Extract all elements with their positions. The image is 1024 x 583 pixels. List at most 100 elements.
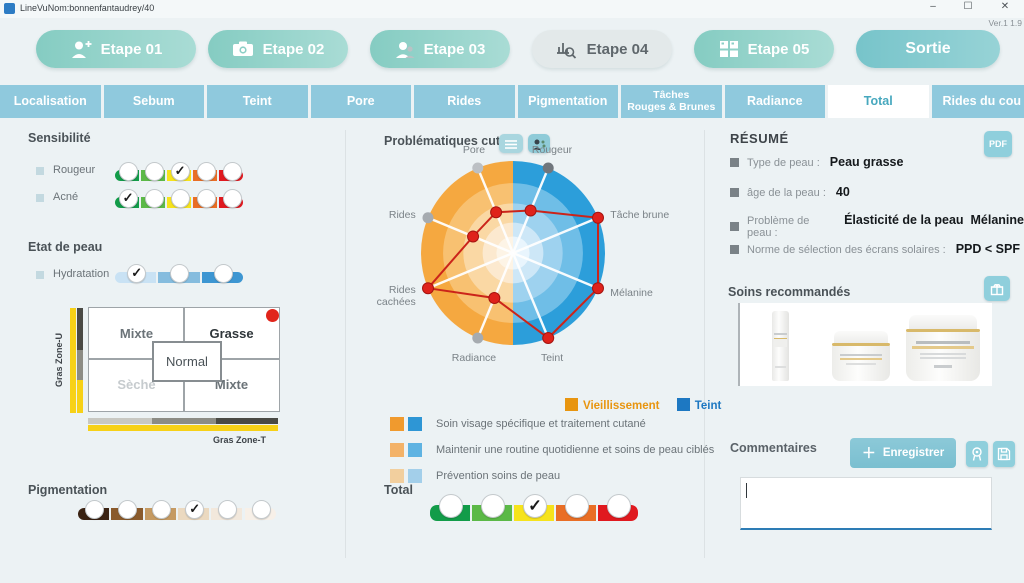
scale-knob[interactable] (118, 161, 138, 181)
resume-item-bullet (730, 221, 739, 231)
step-button-etape-04[interactable]: Etape 04 (532, 30, 672, 68)
scale-knob[interactable] (565, 494, 589, 518)
products-button[interactable] (984, 276, 1010, 301)
scale-knob-selected[interactable]: ✓ (170, 161, 190, 181)
step-label: Etape 04 (586, 40, 649, 58)
scale-knob[interactable] (151, 499, 171, 519)
radar-title: Problématiques cutan (384, 134, 515, 148)
acne-label: Acné (53, 191, 79, 203)
pigmentation-title: Pigmentation (28, 483, 108, 497)
radar-axis-end-dot (542, 162, 554, 174)
app-icon (4, 3, 15, 14)
scale-knob[interactable] (213, 263, 233, 283)
scale-knob[interactable] (170, 263, 190, 283)
rougeur-label: Rougeur (53, 164, 96, 176)
step-button-etape-01[interactable]: Etape 01 (36, 30, 196, 68)
tab-pore[interactable]: Pore (310, 85, 411, 118)
radar-label-rides-cach-es: Rides cachées (377, 284, 416, 308)
tab-radiance[interactable]: Radiance (724, 85, 825, 118)
resume-item: âge de la peau : 40 (730, 185, 850, 199)
scale-knob[interactable] (144, 161, 164, 181)
step-button-etape-03[interactable]: Etape 03 (370, 30, 510, 68)
version-label: Ver.1 1.9 (988, 18, 1022, 28)
step-button-etape-05[interactable]: Etape 05 (694, 30, 834, 68)
scale-knob[interactable] (196, 161, 216, 181)
tab-sebum[interactable]: Sebum (103, 85, 204, 118)
tab-label: Sebum (132, 93, 175, 108)
step-button-sortie[interactable]: Sortie (856, 30, 1000, 68)
tab-rides[interactable]: Rides (414, 85, 515, 118)
tab-t-ches[interactable]: Tâches Rouges & Brunes (621, 85, 722, 118)
scale-knob[interactable] (144, 188, 164, 208)
radar-point-pore (490, 206, 503, 219)
person-dots-icon (533, 139, 546, 150)
comment-input[interactable] (741, 478, 991, 528)
skin-view-button[interactable] (528, 134, 550, 153)
radar-chart: Pore Rougeur Tâche brune Mélanine Teint Radia… (377, 144, 670, 364)
camera-icon (232, 41, 253, 56)
radar-label-radiance: Radiance (452, 352, 497, 364)
step-button-etape-02[interactable]: Etape 02 (208, 30, 348, 68)
product-jar-small (830, 331, 892, 381)
save-file-button[interactable] (993, 441, 1015, 467)
tab-rides-du-cou[interactable]: Rides du cou (931, 85, 1024, 118)
acne-scale: ✓ (115, 188, 245, 208)
scale-knob[interactable] (439, 494, 463, 518)
tab-pigmentation[interactable]: Pigmentation (517, 85, 618, 118)
pdf-button[interactable]: PDF (984, 131, 1012, 157)
rougeur-scale: ✓ (115, 161, 245, 181)
care-level-label: Soin visage spécifique et traitement cut… (436, 418, 646, 430)
tab-bar: Localisation Sebum Teint Pore Rides Pigmentat… (0, 85, 1024, 118)
scale-knob-selected[interactable]: ✓ (523, 494, 547, 518)
care-level-label: Prévention soins de peau (436, 470, 561, 482)
compare-view-button[interactable] (499, 134, 523, 153)
scale-knob[interactable] (85, 499, 105, 519)
tab-total[interactable]: Total (828, 85, 929, 118)
skin-type-marker (266, 309, 279, 322)
scale-knob[interactable] (222, 188, 242, 208)
scale-knob[interactable] (251, 499, 271, 519)
close-button[interactable]: ✕ (1000, 1, 1010, 12)
rougeur-bullet (36, 167, 44, 175)
step-label: Etape 05 (747, 40, 810, 58)
scale-knob[interactable] (196, 188, 216, 208)
tab-localisation[interactable]: Localisation (0, 85, 101, 118)
grid-cell-seche: Sèche (117, 377, 156, 392)
minimize-button[interactable]: – (930, 1, 936, 12)
scale-knob[interactable] (607, 494, 631, 518)
scale-knob-selected[interactable]: ✓ (127, 263, 147, 283)
scale-knob[interactable] (481, 494, 505, 518)
scale-knob[interactable] (118, 499, 138, 519)
radar-axis-end-dot (422, 212, 434, 224)
scale-knob[interactable] (218, 499, 238, 519)
scale-knob[interactable] (222, 161, 242, 181)
stamp-button[interactable] (966, 441, 988, 467)
radar-axis-end-dot (472, 332, 484, 344)
tab-label: Pore (346, 93, 375, 108)
aging-legend-swatch (565, 398, 578, 411)
scale-knob-selected[interactable]: ✓ (118, 188, 138, 208)
resume-item: Problème de peau : Élasticité de la peau … (730, 213, 1024, 239)
medal-icon (972, 447, 982, 461)
save-comment-button[interactable]: ＋ Enregistrer (850, 438, 956, 468)
gras-zone-t-label: Gras Zone-T (213, 435, 267, 445)
analysis-icon (556, 43, 576, 59)
plus-icon: ＋ (861, 445, 876, 461)
tab-teint[interactable]: Teint (207, 85, 308, 118)
scale-knob-selected[interactable]: ✓ (185, 499, 205, 519)
radar-label-m-lanine: Mélanine (610, 287, 653, 299)
gras-zone-u-axis: Gras Zone-U (54, 308, 83, 413)
tone-legend-swatch (676, 398, 690, 411)
resume-item-label: Problème de peau : (747, 215, 810, 239)
total-scale: ✓ (430, 494, 640, 521)
grid-cell-mixte-2: Mixte (214, 377, 249, 392)
resume-item-label: âge de la peau : (747, 187, 826, 199)
radar-label-teint: Teint (541, 352, 563, 364)
report-icon (719, 41, 738, 57)
radar-axis-end-dot (472, 162, 484, 174)
maximize-button[interactable]: ☐ (963, 1, 973, 12)
product-bottle (772, 311, 789, 381)
scale-knob[interactable] (170, 188, 190, 208)
hydratation-label: Hydratation (53, 268, 110, 280)
